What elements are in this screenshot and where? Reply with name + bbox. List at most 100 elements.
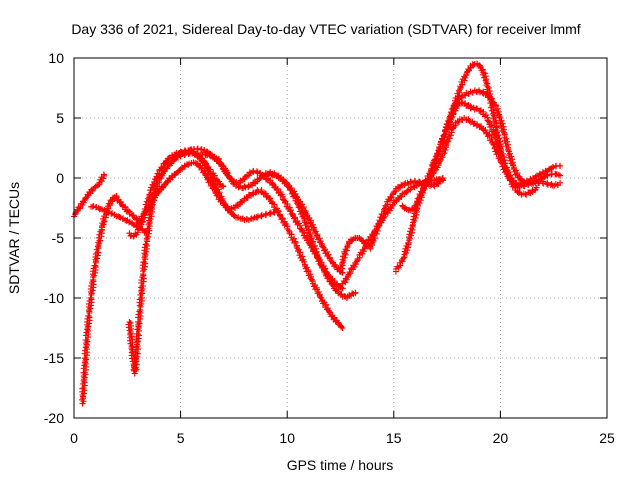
marker-fill-8-120 xyxy=(324,275,331,282)
marker-fill-11-34 xyxy=(370,232,377,239)
marker-fill-6-150 xyxy=(300,256,307,263)
data-point-11-3 xyxy=(365,237,372,244)
x-tick-label-0: 0 xyxy=(70,430,78,446)
data-point-15-2 xyxy=(454,93,461,100)
series-track-16 xyxy=(446,60,564,190)
data-point-11-12 xyxy=(439,175,446,181)
data-point-6-39 xyxy=(301,259,308,265)
data-point-6-18 xyxy=(211,187,218,193)
data-point-15-25 xyxy=(552,181,559,187)
marker-fill-0-26 xyxy=(97,176,104,183)
data-point-9-7 xyxy=(307,219,314,226)
marker-fill-11-63 xyxy=(398,193,405,200)
chart-title: Day 336 of 2021, Sidereal Day-to-day VTE… xyxy=(71,21,580,37)
data-point-5-31 xyxy=(258,213,265,220)
y-tick-label-6: 10 xyxy=(48,50,64,66)
data-point-14-0 xyxy=(429,163,436,169)
data-point-12-33 xyxy=(533,184,540,191)
data-point-6-6 xyxy=(160,183,167,190)
data-point-10-13 xyxy=(392,188,399,195)
data-point-12-30 xyxy=(520,190,527,197)
data-point-14-1 xyxy=(433,153,440,160)
data-point-4-7 xyxy=(136,319,143,325)
x-tick-label-2: 10 xyxy=(279,430,295,446)
marker-fill-11-27 xyxy=(362,242,369,249)
data-point-6-13 xyxy=(190,159,197,166)
data-point-14-30 xyxy=(557,172,564,179)
data-point-11-9 xyxy=(416,179,423,186)
data-point-13-18 xyxy=(476,107,483,114)
data-point-11-2 xyxy=(356,251,363,258)
marker-fill-9-45 xyxy=(311,227,318,234)
data-point-8-31 xyxy=(339,293,346,300)
data-point-10-1 xyxy=(341,250,348,257)
data-point-1-11 xyxy=(98,226,105,233)
data-point-6-2 xyxy=(143,208,150,215)
data-point-12-21 xyxy=(482,127,489,133)
data-point-6-41 xyxy=(309,278,316,285)
marker-fill-9-16 xyxy=(285,183,292,190)
data-point-5-25 xyxy=(233,214,240,221)
marker-fill-11-16 xyxy=(353,258,360,265)
marker-fill-6-124 xyxy=(279,214,286,221)
data-point-5-8 xyxy=(160,160,167,167)
marker-fill-3-16 xyxy=(116,213,123,220)
y-axis-label: SDTVAR / TECUs xyxy=(6,182,22,294)
series-track-2 xyxy=(79,193,120,407)
data-point-8-12 xyxy=(258,172,265,179)
data-point-6-4 xyxy=(152,194,159,201)
marker-fill-7-0 xyxy=(169,154,176,161)
y-tick-label-4: 0 xyxy=(56,170,64,186)
marker-fill-15-29 xyxy=(462,74,469,81)
data-point-6-38 xyxy=(296,249,303,256)
data-point-9-10 xyxy=(326,255,333,262)
marker-fill-11-47 xyxy=(380,214,387,221)
data-point-6-24 xyxy=(237,199,244,205)
data-point-12-1 xyxy=(397,262,404,269)
data-point-8-3 xyxy=(220,163,227,169)
data-point-13-5 xyxy=(420,184,427,191)
marker-fill-14-5 xyxy=(434,156,441,163)
data-point-8-26 xyxy=(318,262,325,269)
data-point-1-6 xyxy=(88,295,95,301)
series-track-1 xyxy=(71,171,108,220)
marker-fill-14-106 xyxy=(511,168,518,175)
data-point-6-48 xyxy=(339,325,346,331)
data-point-6-33 xyxy=(275,208,282,215)
data-point-13-20 xyxy=(484,117,491,124)
data-point-4-3 xyxy=(131,370,138,377)
data-point-7-2 xyxy=(186,147,193,154)
data-point-7-22 xyxy=(288,211,295,217)
data-point-5-6 xyxy=(152,176,159,183)
data-point-12-12 xyxy=(444,139,451,145)
data-point-3-3 xyxy=(113,213,120,220)
data-point-8-0 xyxy=(198,149,205,156)
data-point-8-4 xyxy=(224,170,231,177)
data-point-6-46 xyxy=(331,315,338,322)
data-point-4-6 xyxy=(134,331,141,337)
marker-fill-7-4 xyxy=(176,152,183,159)
data-point-7-12 xyxy=(245,172,252,179)
data-point-6-32 xyxy=(271,201,278,208)
data-point-5-34 xyxy=(271,209,278,216)
data-point-15-1 xyxy=(450,107,457,114)
data-point-7-19 xyxy=(275,189,282,196)
marker-fill-4-195 xyxy=(219,182,226,189)
axis-ticks xyxy=(73,57,608,419)
data-point-12-11 xyxy=(439,151,446,157)
data-point-5-32 xyxy=(262,212,269,219)
data-point-8-2 xyxy=(215,155,222,162)
data-point-6-1 xyxy=(139,215,146,222)
marker-fill-6-132 xyxy=(285,227,292,234)
data-point-1-9 xyxy=(94,249,101,256)
data-point-8-24 xyxy=(309,239,316,246)
data-point-2-3 xyxy=(126,208,133,215)
data-point-5-0 xyxy=(126,230,133,237)
data-point-6-12 xyxy=(186,160,193,167)
data-point-13-15 xyxy=(463,103,470,109)
data-point-14-29 xyxy=(552,171,559,178)
data-point-4-34 xyxy=(220,183,227,190)
data-point-13-17 xyxy=(471,106,478,113)
data-point-6-16 xyxy=(203,172,210,179)
data-point-15-9 xyxy=(484,83,491,90)
